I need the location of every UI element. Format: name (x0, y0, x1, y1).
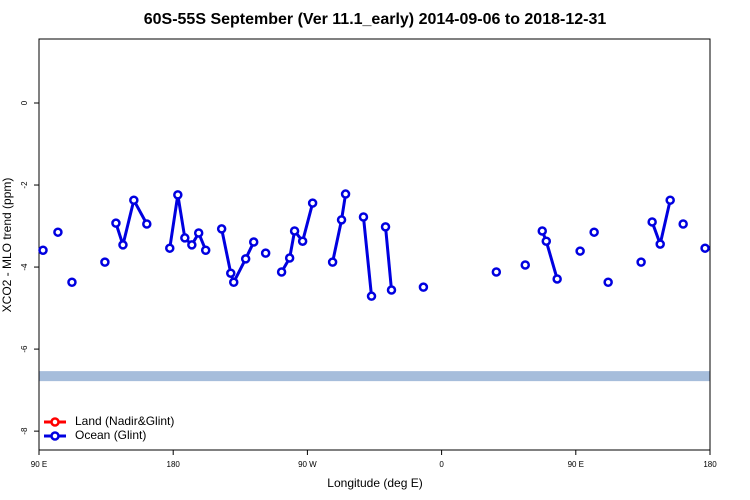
data-point (228, 277, 239, 287)
data-point (603, 277, 613, 287)
data-point (173, 190, 183, 200)
data-point (380, 222, 391, 232)
data-point (38, 245, 48, 255)
x-tick-label: 90 W (298, 460, 317, 469)
data-point (289, 226, 300, 236)
x-tick-label: 90 E (568, 460, 584, 469)
data-point (336, 215, 347, 225)
data-point (541, 236, 552, 246)
data-point (327, 257, 338, 267)
x-tick-label: 0 (439, 460, 444, 469)
data-point (665, 195, 675, 205)
data-point (193, 228, 204, 238)
data-point (248, 237, 259, 247)
y-axis-label: XCO2 - MLO trend (ppm) (0, 178, 14, 313)
legend-marker (50, 431, 60, 441)
y-tick-label: 0 (20, 100, 29, 105)
data-point (552, 274, 562, 284)
data-point (678, 219, 688, 229)
data-point (100, 257, 110, 267)
x-tick-label: 90 E (31, 460, 47, 469)
plot-frame (38, 38, 711, 451)
data-point (636, 257, 646, 267)
legend-marker (50, 417, 60, 427)
data-point (180, 233, 190, 243)
x-axis-label: Longitude (deg E) (327, 476, 422, 490)
legend-label: Land (Nadir&Glint) (75, 414, 174, 428)
data-point (307, 198, 318, 208)
x-tick-label: 180 (167, 460, 181, 469)
series-line (116, 194, 705, 296)
chart-title: 60S-55S September (Ver 11.1_early) 2014-… (144, 11, 607, 28)
data-point (129, 195, 139, 205)
data-point (589, 227, 599, 237)
y-tick-label: -6 (20, 345, 29, 353)
y-tick-label: -8 (20, 427, 29, 435)
data-point (386, 285, 397, 295)
data-point (226, 268, 236, 278)
data-point (340, 189, 351, 199)
data-point (200, 245, 211, 255)
data-point (276, 267, 287, 277)
data-point (165, 243, 175, 253)
data-point (284, 253, 295, 263)
data-point (297, 236, 308, 246)
x-tick-label: 180 (703, 460, 717, 469)
data-point (216, 224, 227, 234)
data-point (358, 212, 369, 222)
data-point (118, 240, 128, 250)
data-point (53, 227, 63, 237)
data-point (240, 254, 251, 264)
data-point (111, 218, 121, 228)
data-point (537, 226, 547, 236)
data-point (142, 219, 152, 229)
data-point (700, 243, 710, 253)
data-point (187, 240, 197, 250)
y-tick-label: -4 (20, 263, 29, 271)
data-point (260, 248, 271, 258)
data-point (491, 267, 502, 277)
data-point (575, 246, 585, 256)
data-point (366, 291, 377, 301)
data-point (647, 217, 657, 227)
data-point (418, 282, 429, 292)
data-point (67, 277, 77, 287)
data-point (520, 260, 531, 270)
y-tick-label: -2 (20, 181, 29, 189)
data-point (655, 239, 665, 249)
legend-label: Ocean (Glint) (75, 428, 146, 442)
